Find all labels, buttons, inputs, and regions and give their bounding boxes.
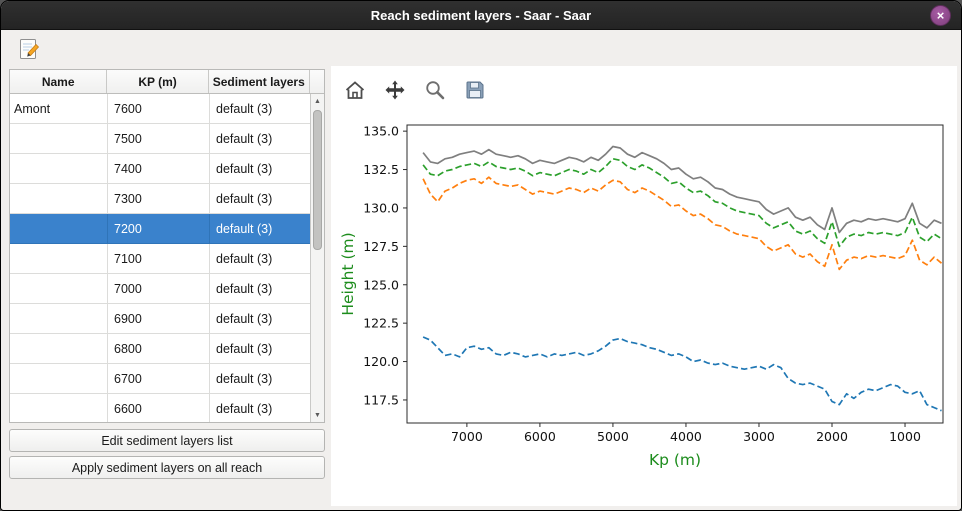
table-row[interactable]: 7400 default (3)	[10, 154, 312, 184]
zoom-button[interactable]	[419, 74, 451, 106]
table-row[interactable]: 7100 default (3)	[10, 244, 312, 274]
y-tick-label: 122.5	[363, 316, 399, 331]
cell-layers[interactable]: default (3)	[210, 334, 312, 364]
cell-layers[interactable]: default (3)	[210, 94, 312, 124]
scroll-thumb[interactable]	[313, 110, 322, 250]
x-tick-label: 4000	[670, 429, 702, 444]
x-axis-label: Kp (m)	[649, 451, 701, 469]
table-row[interactable]: 7500 default (3)	[10, 124, 312, 154]
cell-layers[interactable]: default (3)	[210, 364, 312, 394]
y-tick-label: 120.0	[363, 354, 399, 369]
table-row[interactable]: 7300 default (3)	[10, 184, 312, 214]
cell-name[interactable]	[10, 124, 108, 154]
scroll-down-icon[interactable]: ▼	[314, 411, 321, 419]
cell-name[interactable]	[10, 334, 108, 364]
header-kp[interactable]: KP (m)	[107, 70, 209, 93]
cell-name[interactable]	[10, 394, 108, 422]
cell-name[interactable]	[10, 274, 108, 304]
table-row[interactable]: Amont 7600 default (3)	[10, 94, 312, 124]
apply-sediment-layers-button[interactable]: Apply sediment layers on all reach	[9, 456, 325, 479]
plot-area[interactable]	[406, 124, 944, 424]
cell-kp[interactable]: 7100	[108, 244, 210, 274]
cell-kp[interactable]: 7500	[108, 124, 210, 154]
main-area: Name KP (m) Sediment layers Amont 7600 def…	[1, 30, 961, 510]
window-title: Reach sediment layers - Saar - Saar	[370, 7, 592, 23]
y-tick-label: 130.0	[363, 200, 399, 215]
close-button[interactable]: ×	[930, 5, 951, 26]
series-layer-2	[422, 176, 943, 271]
header-sediment-layers[interactable]: Sediment layers	[209, 70, 311, 93]
titlebar[interactable]: Reach sediment layers - Saar - Saar ×	[1, 1, 961, 30]
y-tick-label: 135.0	[363, 124, 399, 139]
series-layer-1	[422, 157, 942, 248]
series-surface	[422, 145, 942, 234]
cell-name[interactable]	[10, 364, 108, 394]
cell-layers[interactable]: default (3)	[210, 394, 312, 422]
sediment-table: Name KP (m) Sediment layers Amont 7600 def…	[9, 69, 325, 423]
table-row[interactable]: 6800 default (3)	[10, 334, 312, 364]
cell-kp[interactable]: 7600	[108, 94, 210, 124]
y-tick-label: 117.5	[363, 392, 399, 407]
x-tick-label: 7000	[451, 429, 483, 444]
scroll-up-icon[interactable]: ▲	[314, 97, 321, 105]
cell-layers[interactable]: default (3)	[210, 214, 312, 244]
table-row[interactable]: 6700 default (3)	[10, 364, 312, 394]
cell-name[interactable]	[10, 244, 108, 274]
table-row[interactable]: 6900 default (3)	[10, 304, 312, 334]
header-name[interactable]: Name	[10, 70, 108, 93]
edit-sediment-layers-button[interactable]: Edit sediment layers list	[9, 429, 325, 452]
y-axis-label: Height (m)	[339, 232, 357, 315]
y-tick-label: 125.0	[363, 277, 399, 292]
table-row[interactable]: 7000 default (3)	[10, 274, 312, 304]
cell-kp[interactable]: 6800	[108, 334, 210, 364]
cell-kp[interactable]: 7200	[108, 214, 210, 244]
table-row[interactable]: 7200 default (3)	[10, 214, 312, 244]
x-tick-label: 2000	[816, 429, 848, 444]
cell-kp[interactable]: 7000	[108, 274, 210, 304]
close-icon: ×	[936, 8, 945, 23]
cell-layers[interactable]: default (3)	[210, 124, 312, 154]
home-icon	[345, 81, 365, 99]
table-row[interactable]: 6600 default (3)	[10, 394, 312, 422]
magnifier-icon	[426, 81, 445, 100]
cell-layers[interactable]: default (3)	[210, 244, 312, 274]
cell-kp[interactable]: 6900	[108, 304, 210, 334]
cell-kp[interactable]: 7400	[108, 154, 210, 184]
y-tick-label: 127.5	[363, 239, 399, 254]
save-icon	[466, 81, 484, 99]
edit-note-icon	[20, 39, 40, 59]
cell-kp[interactable]: 7300	[108, 184, 210, 214]
height-profile-chart[interactable]: 135.0 132.5 130.0 127.5 125.0 122.5 120.0 117.5…	[337, 111, 955, 479]
series-bottom	[422, 336, 942, 412]
cell-layers[interactable]: default (3)	[210, 304, 312, 334]
cell-layers[interactable]: default (3)	[210, 184, 312, 214]
plot-toolbar	[339, 74, 491, 106]
plot-panel: 135.0 132.5 130.0 127.5 125.0 122.5 120.0 117.5…	[331, 66, 957, 506]
cell-kp[interactable]: 6600	[108, 394, 210, 422]
cell-layers[interactable]: default (3)	[210, 274, 312, 304]
table-header: Name KP (m) Sediment layers	[10, 70, 324, 94]
x-tick-label: 3000	[743, 429, 775, 444]
home-button[interactable]	[339, 74, 371, 106]
x-tick-label: 6000	[524, 429, 556, 444]
pan-icon	[385, 80, 405, 100]
header-stub	[310, 70, 324, 93]
y-tick-label: 132.5	[363, 162, 399, 177]
cell-name[interactable]	[10, 304, 108, 334]
table-scrollbar[interactable]: ▲ ▼	[310, 94, 324, 422]
cell-kp[interactable]: 6700	[108, 364, 210, 394]
cell-name[interactable]	[10, 214, 108, 244]
cell-name[interactable]: Amont	[10, 94, 108, 124]
cell-name[interactable]	[10, 154, 108, 184]
edit-table-toolbar-button[interactable]	[15, 35, 43, 63]
save-button[interactable]	[459, 74, 491, 106]
table-body: Amont 7600 default (3) 7500 default (3) 7400 d…	[10, 94, 312, 422]
x-tick-label: 5000	[597, 429, 629, 444]
cell-name[interactable]	[10, 184, 108, 214]
x-tick-label: 1000	[889, 429, 921, 444]
cell-layers[interactable]: default (3)	[210, 154, 312, 184]
pan-button[interactable]	[379, 74, 411, 106]
